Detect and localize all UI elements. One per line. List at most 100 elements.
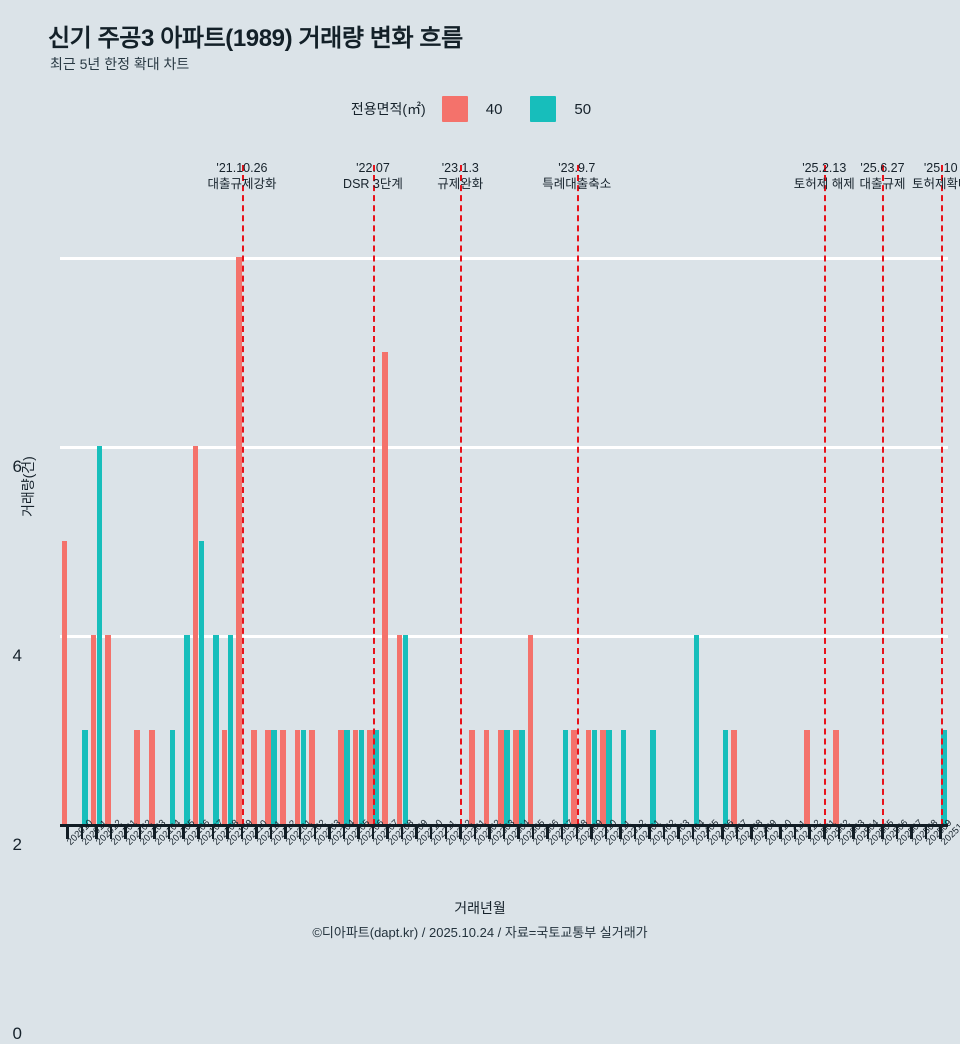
legend-title: 전용면적(㎡) xyxy=(350,101,426,117)
event-text: 토허제확대 xyxy=(911,177,960,191)
bar xyxy=(600,729,606,824)
event-text: 규제완화 xyxy=(437,177,484,191)
x-tick xyxy=(182,826,185,839)
x-axis-label: 거래년월 xyxy=(454,900,506,916)
x-tick xyxy=(284,826,287,839)
x-tick xyxy=(255,826,258,839)
x-tick xyxy=(764,826,768,839)
bar xyxy=(833,729,839,824)
bar xyxy=(941,729,947,824)
bar xyxy=(373,729,379,824)
event-annotation: '25.10 토허제확대 xyxy=(912,160,960,192)
x-tick xyxy=(837,826,841,839)
bar xyxy=(134,729,141,824)
bar xyxy=(585,729,592,824)
x-tick xyxy=(866,826,870,839)
x-tick xyxy=(138,826,142,839)
event-text: 대출규제강화 xyxy=(207,177,277,191)
bar xyxy=(483,729,490,824)
event-text: 특례대출축소 xyxy=(542,177,612,191)
x-tick xyxy=(328,826,331,839)
page-title: 신기 주공3 아파트(1989) 거래량 변화 흐름 xyxy=(48,25,463,52)
y-axis-ticks: 6 4 2 0 xyxy=(0,210,22,1043)
page-subtitle: 최근 5년 한정 확대 차트 xyxy=(50,56,190,72)
x-tick xyxy=(546,826,549,839)
bar xyxy=(90,635,97,824)
event-date: '25.2.13 xyxy=(802,161,847,175)
x-tick xyxy=(342,826,346,839)
x-tick xyxy=(881,826,884,839)
bar xyxy=(367,729,373,824)
event-rule xyxy=(882,165,885,825)
bar xyxy=(82,729,88,824)
x-tick xyxy=(386,826,389,839)
bar xyxy=(804,729,810,824)
bar xyxy=(96,446,103,824)
grid-line xyxy=(60,446,948,450)
x-tick xyxy=(473,826,477,839)
bar xyxy=(265,729,272,824)
bar xyxy=(294,729,301,824)
event-rule xyxy=(824,165,827,825)
x-tick xyxy=(502,826,506,839)
chart-footer: ©디아파트(dapt.kr) / 2025.10.24 / 자료=국토교통부 실… xyxy=(312,925,648,940)
event-date: '25.6.27 xyxy=(860,161,905,175)
event-rule xyxy=(372,165,375,825)
x-tick xyxy=(444,826,448,839)
event-rule xyxy=(460,165,463,825)
event-annotation: '23.1.3 규제완화 xyxy=(437,160,483,192)
legend-label-40: 40 xyxy=(485,100,503,118)
event-annotation: '21.10.26 대출규제강화 xyxy=(207,160,276,192)
x-tick xyxy=(66,826,69,839)
event-text: DSR 3단계 xyxy=(343,177,403,191)
bar xyxy=(61,540,68,824)
x-tick xyxy=(779,826,782,839)
bar xyxy=(309,729,315,824)
x-tick xyxy=(95,826,98,839)
x-axis-line xyxy=(60,824,948,827)
x-tick xyxy=(677,826,680,839)
grid-line xyxy=(60,257,948,261)
x-tick xyxy=(619,826,622,839)
legend-swatch-40 xyxy=(441,96,468,122)
x-tick xyxy=(415,826,418,839)
x-tick xyxy=(80,826,84,839)
x-tick xyxy=(852,826,855,839)
bar xyxy=(192,446,199,824)
bar xyxy=(693,635,700,824)
x-tick xyxy=(211,826,215,839)
x-tick xyxy=(153,826,156,839)
event-text: 대출규제 xyxy=(859,177,906,191)
bar xyxy=(402,635,409,824)
x-axis-ticks xyxy=(60,826,948,840)
bar xyxy=(396,635,403,824)
bar xyxy=(358,729,365,824)
event-rule xyxy=(241,165,244,825)
x-tick xyxy=(400,826,404,839)
x-tick xyxy=(313,826,316,839)
bar xyxy=(469,729,475,824)
legend-swatch-50 xyxy=(530,96,557,122)
event-annotation: '25.6.27 대출규제 xyxy=(859,160,905,192)
x-tick xyxy=(240,826,244,839)
bar xyxy=(722,729,729,824)
bar xyxy=(591,729,598,824)
bar xyxy=(731,729,737,824)
bar xyxy=(512,729,519,824)
x-tick xyxy=(488,826,491,839)
x-tick xyxy=(706,826,710,839)
bar xyxy=(236,257,242,824)
x-tick xyxy=(517,826,520,839)
x-tick xyxy=(459,826,462,839)
x-tick xyxy=(793,826,797,839)
bar-series-group xyxy=(60,210,948,824)
event-annotation: '22.07 DSR 3단계 xyxy=(343,160,403,192)
bar xyxy=(381,351,388,824)
x-tick xyxy=(735,826,739,839)
y-tick-label: 0 xyxy=(12,1024,22,1043)
x-tick xyxy=(298,826,302,839)
bar xyxy=(352,729,359,824)
bar xyxy=(518,729,525,824)
bar xyxy=(606,729,612,824)
x-tick xyxy=(167,826,171,839)
